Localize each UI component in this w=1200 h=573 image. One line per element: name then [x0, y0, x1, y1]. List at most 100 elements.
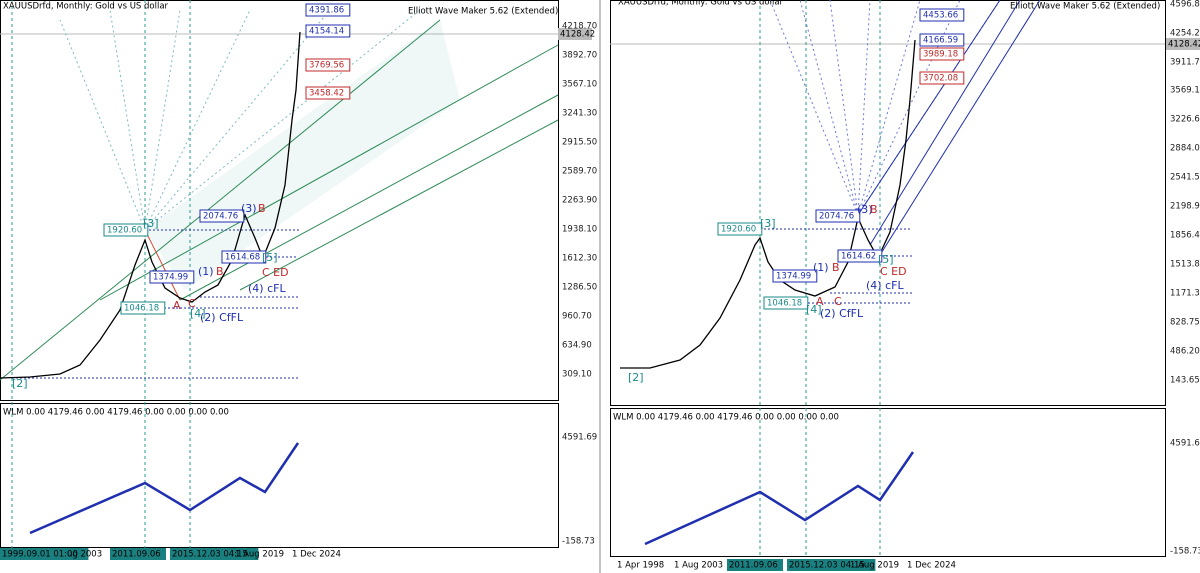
price-tick: 3226.60 [1170, 115, 1200, 125]
sub-tick: -158.73 [1170, 547, 1200, 557]
current-price: 4128.42 [1168, 40, 1200, 50]
main-frame [610, 0, 1166, 406]
wave-label: (3) [241, 202, 257, 215]
price-box [919, 8, 965, 22]
wave-label: (3) [857, 203, 873, 216]
price-tick: 1513.85 [1170, 260, 1200, 270]
price-tick: 2915.50 [562, 138, 597, 148]
sub-frame [610, 408, 1166, 557]
price-box [837, 249, 883, 263]
price-tick: 3241.30 [562, 109, 597, 119]
date-label: 1 Aug 2019 [235, 550, 284, 560]
date-label: 2011.09.06 [729, 561, 778, 571]
price-box-label: 4154.14 [309, 27, 344, 37]
fan-lines [59, 9, 421, 231]
channel [0, 19, 559, 381]
price-tick: 4218.70 [562, 22, 597, 32]
price-box-label: 4166.59 [923, 36, 958, 46]
price-tick: 1612.30 [562, 254, 597, 264]
price-box [305, 3, 351, 17]
wave-label: C [188, 297, 196, 310]
indicator-line [29, 442, 300, 535]
date-highlight [727, 559, 783, 571]
price-box [305, 24, 351, 38]
price-box-label: 1614.62 [841, 252, 876, 262]
date-highlight [0, 548, 89, 560]
chart-header: XAUUSDrfd, Monthly: Gold vs US dollar [3, 2, 169, 12]
price-box [199, 209, 245, 223]
price-box-label: 2074.76 [203, 212, 238, 222]
current-price-box [558, 28, 592, 40]
price-box-label: 1374.99 [153, 273, 188, 283]
price-tick: 3911.71 [1170, 58, 1200, 68]
wave-label: A [173, 299, 181, 312]
price-tick: 486.20 [1170, 347, 1200, 357]
wave-label: [3] [143, 217, 159, 230]
wave-label: B [258, 202, 266, 215]
wave-label: C ED [880, 265, 907, 278]
date-label: 1 Dec 2024 [907, 561, 956, 571]
wave-label: (1) [198, 265, 214, 278]
price-box [305, 58, 351, 72]
date-label: ug 2003 [67, 550, 102, 560]
price-tick: 3569.15 [1170, 86, 1200, 96]
price-box [305, 86, 351, 100]
price-box [815, 209, 861, 223]
price-tick: 3892.70 [562, 51, 597, 61]
price-box [919, 47, 965, 61]
price-tick: 2198.95 [1170, 202, 1200, 212]
wave-label: C [834, 295, 842, 308]
indicator-name: Elliott Wave Maker 5.62 (Extended) [408, 7, 558, 17]
price-tick: 2884.05 [1170, 144, 1200, 154]
wave-label: C ED [262, 266, 289, 279]
price-tick: 1286.50 [562, 283, 597, 293]
price-box-label: 1920.60 [721, 225, 756, 235]
wave-label: B [832, 261, 840, 274]
price-box-label: 1046.18 [767, 299, 802, 309]
current-price: 4128.42 [560, 30, 595, 40]
wave-label: [3] [760, 217, 776, 230]
price-box-label: 4453.66 [923, 11, 958, 21]
sub-header: WLM 0.00 4179.46 0.00 4179.46 0.00 0.00 … [613, 413, 839, 423]
date-highlight [110, 548, 166, 560]
price-series [620, 39, 916, 369]
wave-label: (2) CfFL [200, 311, 244, 324]
date-label: 2015.12.03 04:15 [172, 550, 248, 560]
price-tick: 828.75 [1170, 318, 1200, 328]
price-tick: 634.90 [562, 341, 592, 351]
price-tick: 143.65 [1170, 376, 1200, 386]
wave-label: [2] [628, 371, 644, 384]
sub-tick: 4591.69 [1170, 439, 1200, 449]
sub-tick: -158.73 [562, 537, 595, 547]
price-box-label: 3702.08 [923, 74, 958, 84]
date-label: 1 Apr 1998 [617, 561, 664, 571]
wave-label: (4) cFL [866, 279, 904, 292]
price-box [919, 33, 965, 47]
price-tick: 960.70 [562, 312, 592, 322]
price-box-label: 2074.76 [819, 212, 854, 222]
price-tick: 2589.70 [562, 167, 597, 177]
price-tick: 2541.50 [1170, 173, 1200, 183]
wave-label: B [216, 265, 224, 278]
main-frame [0, 0, 559, 401]
date-label: 2011.09.06 [112, 550, 161, 560]
price-box [763, 296, 809, 310]
date-label: 1 Aug 2003 [674, 561, 723, 571]
channel [857, 0, 1041, 256]
chart-header: XAUUSDrfd, Monthly: Gold vs US dollar [618, 0, 784, 8]
wave-line [144, 229, 181, 301]
price-tick: 1171.30 [1170, 289, 1200, 299]
date-label: 1999.09.01 01:00 [2, 550, 78, 560]
price-box-label: 3989.18 [923, 50, 958, 60]
wave-label: B [870, 203, 878, 216]
price-box-label: 1374.99 [776, 272, 811, 282]
price-box-label: 3769.56 [309, 61, 344, 71]
wave-label: [5] [878, 253, 894, 266]
price-box [919, 71, 965, 85]
price-tick: 4596.80 [1170, 0, 1200, 10]
price-series [0, 31, 301, 379]
price-box-label: 3458.42 [309, 89, 344, 99]
wave-label: [4] [806, 303, 822, 316]
price-tick: 2263.90 [562, 196, 597, 206]
